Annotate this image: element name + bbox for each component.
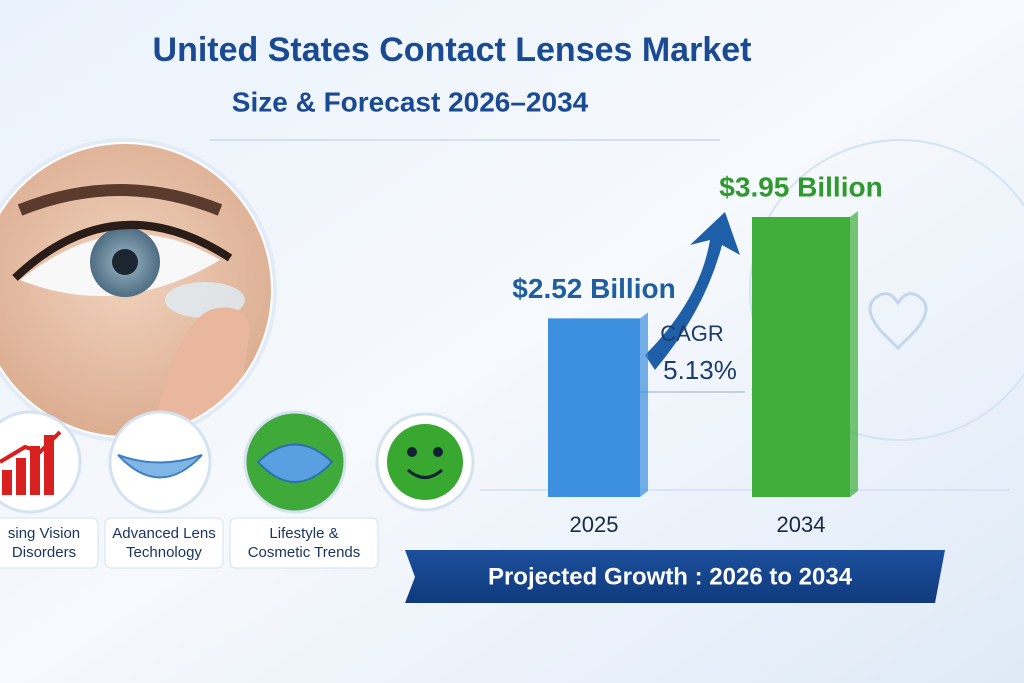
x-tick-label: 2034: [777, 512, 826, 537]
feature-label: Technology: [126, 544, 202, 561]
feature-label: Lifestyle &: [269, 525, 338, 542]
value-label: $2.52 Billion: [512, 273, 675, 304]
feature-label: Cosmetic Trends: [248, 544, 361, 561]
feature-icons: [0, 410, 475, 514]
growth-arrow: [645, 212, 740, 370]
heart-icon: [868, 292, 928, 351]
feature-label: sing Vision: [8, 525, 80, 542]
value-label: $3.95 Billion: [719, 171, 882, 202]
decor-circle: [749, 139, 1024, 441]
feature-label: Disorders: [12, 544, 76, 561]
bar: [548, 318, 640, 497]
feature-label: Advanced Lens: [112, 525, 215, 542]
x-tick-label: 2025: [570, 512, 619, 537]
cagr-value: 5.13%: [663, 355, 737, 385]
projection-banner: Projected Growth : 2026 to 2034: [405, 550, 945, 603]
bar-side: [850, 211, 858, 497]
banner-text: Projected Growth : 2026 to 2034: [488, 563, 853, 590]
subtitle: Size & Forecast 2026–2034: [232, 86, 589, 117]
feature-labels: sing Vision Disorders Advanced Lens Technol…: [0, 517, 379, 569]
title: United States Contact Lenses Market: [153, 31, 752, 69]
eye-photo: [0, 138, 277, 442]
bar-side: [640, 312, 648, 497]
bar: [752, 217, 850, 497]
cagr-label: CAGR: [660, 321, 724, 346]
